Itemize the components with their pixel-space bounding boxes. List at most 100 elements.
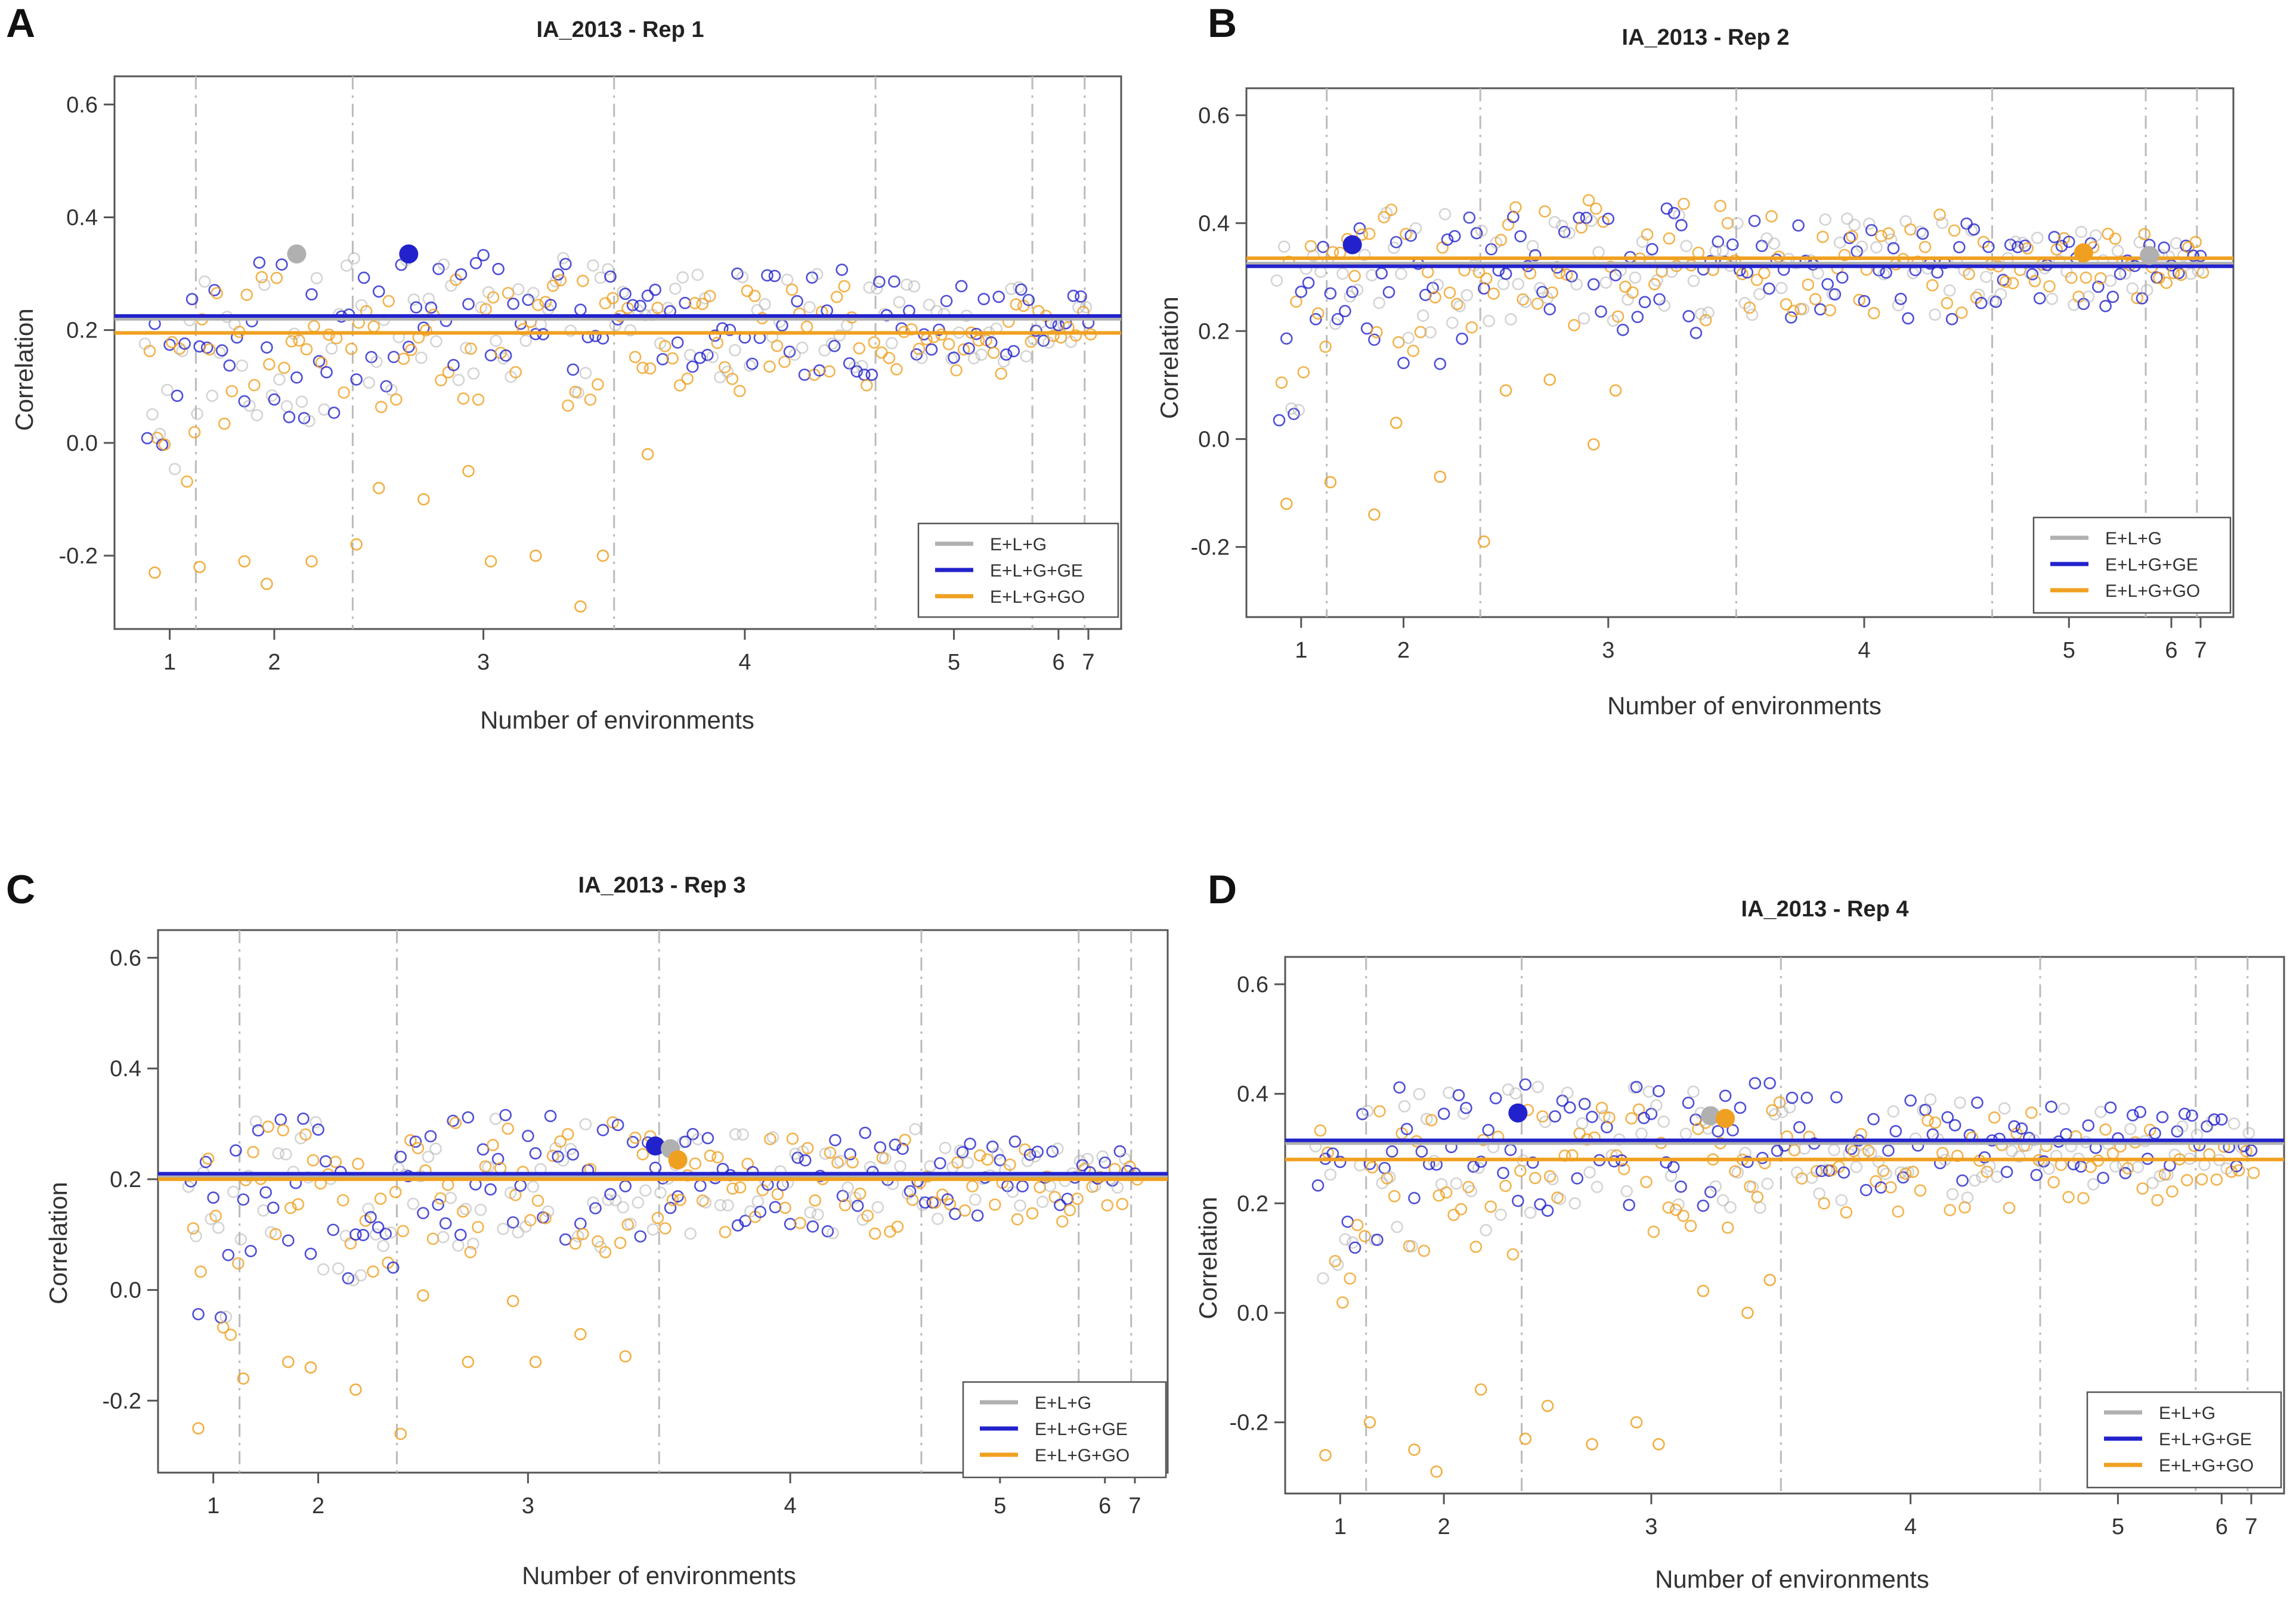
data-point-elg	[2046, 293, 2059, 305]
data-point-elggo	[1373, 1105, 1386, 1118]
data-point-elg	[1453, 300, 1466, 312]
data-point-elggo	[426, 1232, 440, 1245]
data-point-elggo	[1348, 269, 1361, 283]
data-point-elggo	[211, 287, 224, 299]
data-point-elggo	[1662, 1201, 1675, 1214]
panel-d-plot: 1 2 3 4 5 6 70.60.40.20.0-0.2 E+L+GE+L+G+GEE+L+…	[1230, 956, 2285, 1539]
data-point-elgge	[1948, 1119, 1961, 1132]
data-point-elgge	[223, 359, 236, 372]
data-point-elgge	[394, 1150, 407, 1163]
x-tick-label: 4	[1904, 1514, 1917, 1539]
data-point-elg	[871, 282, 883, 295]
legend-label: E+L+G	[990, 535, 1047, 554]
data-point-elg	[340, 259, 353, 272]
data-point-elgge	[1763, 282, 1775, 295]
data-point-elg	[206, 389, 219, 402]
data-point-elg	[1331, 1258, 1344, 1271]
data-point-elggo	[2131, 292, 2143, 305]
data-point-elggo	[1336, 1296, 1349, 1309]
data-point-elggo	[1506, 1248, 1520, 1261]
data-point-elggo	[981, 1153, 994, 1166]
data-point-elgge	[634, 299, 646, 312]
data-point-elg	[788, 348, 801, 361]
data-point-elggo	[636, 361, 649, 374]
x-tick-label: 7	[1082, 650, 1094, 675]
data-point-elg	[871, 1201, 884, 1214]
data-point-elg	[1438, 207, 1452, 221]
data-point-elggo	[1948, 224, 1961, 237]
data-point-elgge	[529, 1147, 542, 1160]
data-point-elggo	[912, 342, 926, 355]
data-point-elg	[961, 1156, 974, 1169]
data-point-elgge	[454, 1228, 467, 1241]
data-point-elggo	[502, 1122, 514, 1135]
data-point-elggo	[987, 346, 1000, 359]
data-point-elggo	[1926, 279, 1939, 292]
data-point-elgge	[2099, 300, 2112, 312]
data-point-elggo	[1487, 287, 1500, 300]
data-point-elggo	[1825, 1164, 1838, 1177]
plot-frame	[1284, 956, 2285, 1495]
data-point-elg	[219, 1310, 233, 1323]
data-point-elgge	[925, 343, 938, 356]
data-point-elggo	[1414, 326, 1427, 339]
data-point-elg	[1642, 1085, 1656, 1098]
data-point-elg	[1531, 1080, 1544, 1093]
data-point-elgge	[1726, 238, 1739, 251]
data-point-elg	[923, 299, 936, 311]
data-point-elgge	[1408, 1192, 1421, 1204]
data-point-elgge	[1463, 211, 1476, 224]
data-point-elggo	[629, 1132, 642, 1144]
data-point-elg	[161, 383, 174, 396]
data-point-elg	[198, 275, 211, 288]
data-point-elg	[190, 1229, 202, 1243]
data-point-elgge	[319, 1155, 332, 1168]
data-point-elgge	[1953, 241, 1966, 253]
data-point-elg	[737, 1128, 749, 1141]
data-point-elg	[812, 1208, 824, 1221]
y-tick-label: 0.4	[66, 205, 98, 230]
data-point-elggo	[719, 1226, 732, 1238]
data-point-elg	[1577, 312, 1591, 325]
data-point-elgge	[641, 289, 654, 302]
data-point-elggo	[1026, 1207, 1039, 1220]
data-point-elggo	[1846, 230, 1858, 243]
data-point-elggo	[1069, 329, 1082, 342]
data-point-elggo	[1919, 240, 1932, 253]
data-point-elggo	[1794, 303, 1807, 315]
data-point-elggo	[411, 1142, 425, 1154]
data-point-elg	[1599, 276, 1613, 289]
data-point-elg	[272, 1147, 285, 1160]
data-point-elgge	[1368, 333, 1381, 346]
data-point-elg	[227, 1185, 240, 1198]
data-point-elgge	[656, 353, 669, 365]
data-point-elggo	[688, 297, 701, 309]
data-point-elg	[1994, 288, 2007, 300]
data-point-elg	[991, 1147, 1004, 1160]
data-point-elggo	[2232, 1164, 2245, 1177]
data-point-elggo	[697, 1194, 709, 1207]
data-point-elgge	[417, 1207, 429, 1219]
best-point-elgge	[399, 244, 419, 264]
data-point-elggo	[643, 362, 657, 375]
data-point-elgge	[1415, 1145, 1428, 1158]
outlier-point	[574, 1328, 587, 1341]
data-point-elg	[1961, 1191, 1974, 1204]
data-point-elgge	[1339, 305, 1351, 318]
data-point-elggo	[741, 284, 754, 298]
data-point-elggo	[674, 1194, 686, 1206]
data-point-elg	[1526, 240, 1539, 253]
outlier-point	[1478, 535, 1490, 548]
data-point-elgge	[1061, 1192, 1074, 1206]
data-point-elgge	[1726, 1124, 1739, 1137]
outlier-point	[417, 1289, 429, 1302]
data-point-elg	[1435, 1178, 1448, 1191]
outlier-point	[1474, 1383, 1487, 1396]
best-point-elggo	[2074, 243, 2093, 263]
best-point-elg	[1701, 1106, 1721, 1126]
data-point-elggo	[868, 336, 881, 349]
data-point-elggo	[1071, 1192, 1084, 1205]
data-point-elg	[669, 282, 682, 295]
data-point-elg	[1012, 281, 1025, 294]
outlier-point	[462, 1355, 475, 1368]
